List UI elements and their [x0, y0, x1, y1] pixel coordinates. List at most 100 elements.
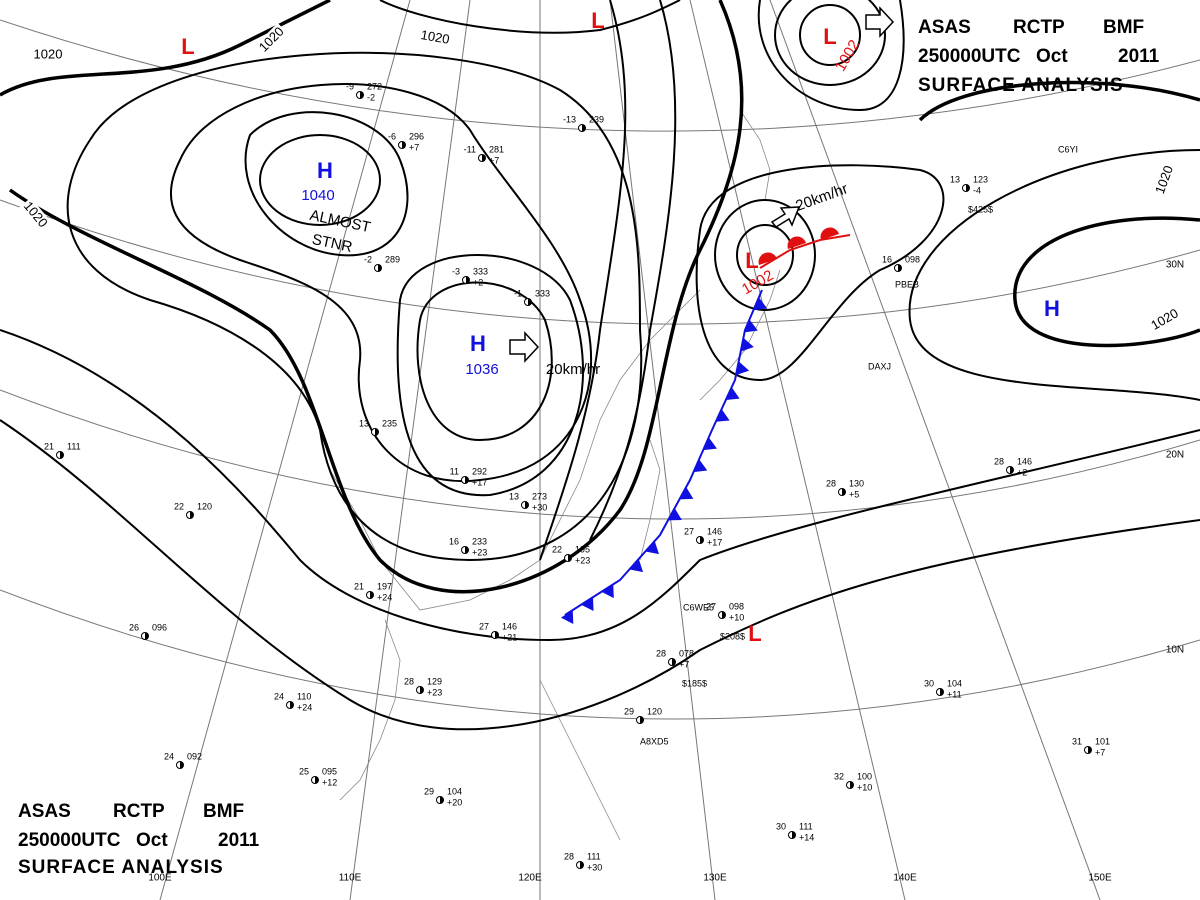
station-temp: -2 — [364, 254, 372, 264]
station-pressure: 281 — [489, 144, 504, 154]
isobar-label-bg — [417, 27, 453, 49]
longitude-label: 150E — [1088, 873, 1112, 884]
station-pressure: 333 — [473, 266, 488, 276]
longitude-label: 130E — [703, 873, 727, 884]
station-cloud — [580, 861, 584, 869]
station-cloud — [700, 536, 704, 544]
station-cloud — [528, 298, 532, 306]
station-temp: -1 — [514, 288, 522, 298]
station-temp: 22 — [174, 501, 184, 511]
latitude-label: 20N — [1166, 450, 1184, 461]
station-temp: -9 — [346, 81, 354, 91]
cold-front-triangle — [753, 297, 768, 311]
station-cloud — [842, 488, 846, 496]
station-tendency: +20 — [447, 797, 462, 807]
isobar-label-bg — [1147, 305, 1183, 335]
station-cloud — [315, 776, 319, 784]
station-temp: 32 — [834, 771, 844, 781]
station-temp: 31 — [1072, 736, 1082, 746]
header-line1: ASAS — [18, 801, 71, 822]
station-temp: 27 — [479, 621, 489, 631]
pressure-center-symbol: H — [470, 331, 486, 356]
latitude-label: 10N — [1166, 645, 1184, 656]
station-cloud — [360, 91, 364, 99]
longitude-label: 110E — [339, 873, 362, 884]
ship-id: C6YI — [1058, 144, 1078, 154]
station-cloud — [1010, 466, 1014, 474]
station-temp: 13 — [509, 491, 519, 501]
station-pressure: 333 — [535, 288, 550, 298]
station-tendency: +23 — [575, 555, 590, 565]
isobar-label-bg — [32, 47, 64, 63]
station-temp: 25 — [299, 766, 309, 776]
station-temp: 24 — [274, 691, 284, 701]
station-pressure: 239 — [589, 114, 604, 124]
station-pressure: 078 — [679, 648, 694, 658]
station-tendency: +10 — [857, 782, 872, 792]
cold-front-triangle — [581, 597, 594, 612]
station-pressure: 120 — [197, 501, 212, 511]
station-pressure: 130 — [849, 478, 864, 488]
pressure-center-symbol: H — [1044, 296, 1060, 321]
station-tendency: +12 — [322, 777, 337, 787]
station-temp: 26 — [129, 622, 139, 632]
cold-front-triangle — [645, 540, 660, 555]
ship-id: $425$ — [968, 204, 993, 214]
station-cloud — [60, 451, 64, 459]
station-pressure: 235 — [382, 418, 397, 428]
header-line2: 2011 — [1118, 46, 1160, 67]
isobar-label-bg — [1152, 162, 1178, 198]
motion-arrows — [509, 6, 895, 363]
cold-front-triangle — [629, 558, 644, 573]
station-cloud — [640, 716, 644, 724]
longitude-label: 100E — [148, 873, 172, 884]
station-pressure: 146 — [502, 621, 517, 631]
cold-front-triangle — [715, 409, 730, 422]
header-line1: RCTP — [113, 801, 165, 822]
station-temp: 16 — [882, 254, 892, 264]
station-pressure: 289 — [385, 254, 400, 264]
station-temp: 27 — [706, 601, 716, 611]
cold-front-triangle — [744, 319, 758, 333]
station-temp: 30 — [924, 678, 934, 688]
cold-front-triangle — [693, 459, 708, 473]
station-temp: 24 — [164, 751, 174, 761]
motion-label: 20km/hr — [546, 361, 600, 378]
isobar-label: 1020 — [420, 27, 451, 47]
station-temp: 27 — [684, 526, 694, 536]
cold-front-triangle — [725, 387, 740, 400]
station-cloud — [722, 611, 726, 619]
cold-front-triangle — [560, 610, 574, 624]
header-line1: BMF — [1103, 17, 1144, 38]
isobar-label: 1020 — [34, 46, 63, 61]
station-pressure: 111 — [587, 851, 601, 861]
station-pressure: 120 — [647, 706, 662, 716]
header-line2: Oct — [136, 830, 168, 851]
station-pressure: 111 — [799, 821, 813, 831]
station-cloud — [465, 476, 469, 484]
station-pressure: 104 — [447, 786, 462, 796]
station-tendency: -2 — [367, 92, 375, 102]
station-temp: -6 — [388, 131, 396, 141]
cold-front-triangle — [601, 584, 614, 599]
ship-id: DAXJ — [868, 361, 891, 371]
station-cloud — [402, 141, 406, 149]
pressure-center-symbol: L — [823, 24, 836, 49]
station-pressure: 096 — [152, 622, 167, 632]
station-temp: -3 — [452, 266, 460, 276]
ship-id: $185$ — [682, 678, 707, 688]
station-temp: 28 — [564, 851, 574, 861]
pressure-center-value: 1036 — [465, 361, 498, 378]
station-cloud — [290, 701, 294, 709]
station-pressure: 146 — [1017, 456, 1032, 466]
station-cloud — [568, 554, 572, 562]
station-pressure: 197 — [377, 581, 392, 591]
station-tendency: +23 — [427, 687, 442, 697]
station-pressure: 092 — [187, 751, 202, 761]
station-cloud — [482, 154, 486, 162]
station-pressure: 296 — [409, 131, 424, 141]
station-pressure: 273 — [532, 491, 547, 501]
station-tendency: +21 — [502, 632, 517, 642]
station-temp: 30 — [776, 821, 786, 831]
